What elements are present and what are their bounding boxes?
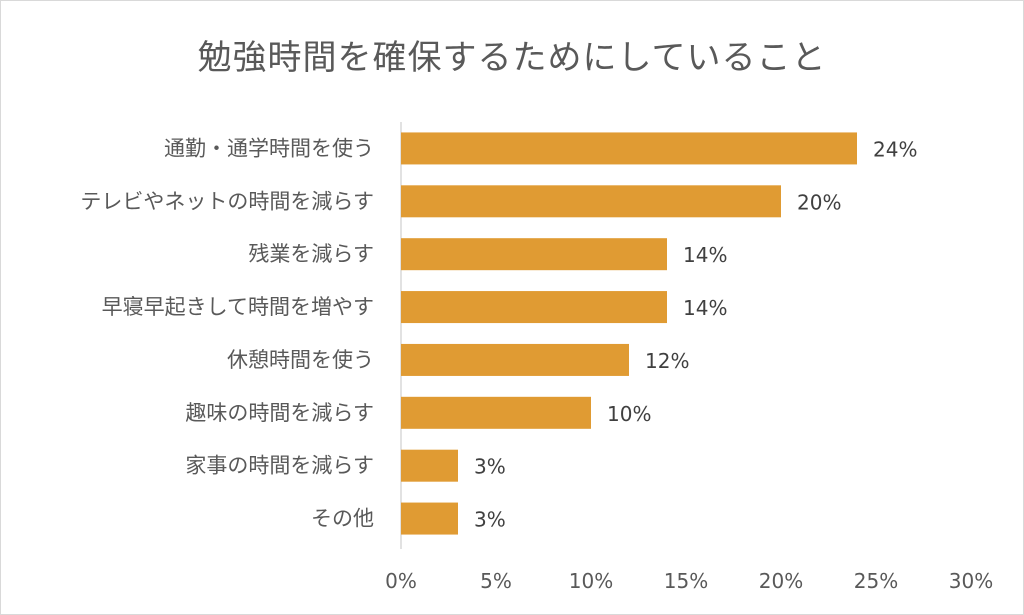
chart-title: 勉強時間を確保するためにしていること: [197, 38, 827, 78]
data-label: 24%: [873, 137, 917, 161]
data-label: 12%: [645, 349, 689, 373]
x-tick-label: 20%: [759, 569, 803, 593]
category-label: 趣味の時間を減らす: [185, 401, 374, 425]
category-label: その他: [311, 507, 374, 531]
x-tick-label: 0%: [385, 569, 417, 593]
category-label: 残業を減らす: [248, 242, 374, 266]
category-label: 家事の時間を減らす: [185, 454, 374, 478]
x-tick-label: 5%: [480, 569, 512, 593]
x-tick-label: 15%: [664, 569, 708, 593]
category-label: 休憩時間を使う: [227, 348, 374, 372]
data-label: 14%: [683, 296, 727, 320]
x-tick-label: 25%: [854, 569, 898, 593]
category-label: 早寝早起きして時間を増やす: [102, 295, 374, 319]
x-tick-label: 10%: [569, 569, 613, 593]
x-tick-label: 30%: [949, 569, 993, 593]
bar: [401, 132, 857, 165]
data-label: 14%: [683, 243, 727, 267]
bar: [401, 291, 667, 324]
category-label: テレビやネットの時間を減らす: [80, 189, 374, 213]
bar: [401, 502, 458, 535]
category-label: 通勤・通学時間を使う: [164, 136, 374, 160]
data-label: 10%: [607, 402, 651, 426]
data-label: 20%: [797, 190, 841, 214]
bar: [401, 396, 591, 429]
bar: [401, 238, 667, 271]
data-label: 3%: [474, 508, 506, 532]
bar: [401, 449, 458, 482]
bar: [401, 343, 629, 376]
data-label: 3%: [474, 455, 506, 479]
bar: [401, 185, 781, 218]
